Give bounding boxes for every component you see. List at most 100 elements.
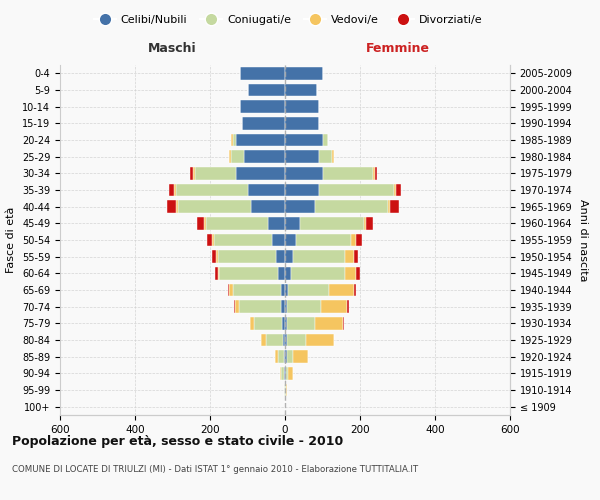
- Bar: [242, 117, 285, 130]
- Bar: [215, 267, 218, 280]
- Bar: [332, 150, 334, 163]
- Bar: [284, 384, 285, 396]
- Bar: [229, 150, 230, 163]
- Bar: [235, 300, 239, 313]
- Bar: [323, 167, 373, 179]
- Bar: [285, 150, 319, 163]
- Bar: [293, 250, 345, 263]
- Bar: [278, 350, 284, 363]
- Bar: [320, 300, 347, 313]
- Bar: [190, 167, 193, 179]
- Bar: [285, 117, 319, 130]
- Bar: [323, 134, 328, 146]
- Bar: [388, 200, 390, 213]
- Bar: [356, 234, 362, 246]
- Bar: [220, 267, 277, 280]
- Bar: [288, 284, 329, 296]
- Bar: [285, 200, 315, 213]
- Bar: [285, 250, 293, 263]
- Bar: [272, 234, 285, 246]
- Bar: [290, 267, 345, 280]
- Bar: [353, 284, 355, 296]
- Bar: [356, 267, 360, 280]
- Bar: [175, 184, 176, 196]
- Bar: [286, 367, 287, 380]
- Bar: [281, 300, 285, 313]
- Bar: [275, 250, 285, 263]
- Bar: [260, 334, 266, 346]
- Bar: [240, 100, 285, 113]
- Bar: [281, 367, 284, 380]
- Bar: [212, 234, 214, 246]
- Bar: [364, 217, 365, 230]
- Bar: [347, 300, 349, 313]
- Bar: [285, 284, 288, 296]
- Bar: [285, 217, 300, 230]
- Bar: [277, 267, 285, 280]
- Bar: [193, 167, 195, 179]
- Bar: [230, 150, 244, 163]
- Bar: [236, 134, 285, 146]
- Bar: [287, 317, 315, 330]
- Bar: [284, 367, 285, 380]
- Bar: [285, 234, 296, 246]
- Bar: [280, 367, 281, 380]
- Y-axis label: Anni di nascita: Anni di nascita: [578, 198, 588, 281]
- Bar: [300, 217, 364, 230]
- Bar: [250, 317, 254, 330]
- Bar: [287, 350, 293, 363]
- Bar: [285, 334, 287, 346]
- Bar: [373, 167, 375, 179]
- Bar: [281, 284, 285, 296]
- Bar: [230, 134, 233, 146]
- Bar: [266, 334, 283, 346]
- Bar: [208, 234, 212, 246]
- Bar: [287, 367, 293, 380]
- Bar: [251, 200, 285, 213]
- Bar: [319, 150, 332, 163]
- Bar: [218, 267, 220, 280]
- Bar: [285, 267, 290, 280]
- Bar: [285, 384, 286, 396]
- Bar: [390, 200, 400, 213]
- Bar: [283, 334, 285, 346]
- Bar: [305, 334, 334, 346]
- Bar: [285, 100, 319, 113]
- Bar: [395, 184, 401, 196]
- Bar: [315, 200, 388, 213]
- Legend: Celibi/Nubili, Coniugati/e, Vedovi/e, Divorziati/e: Celibi/Nubili, Coniugati/e, Vedovi/e, Di…: [89, 10, 487, 29]
- Bar: [319, 184, 394, 196]
- Bar: [240, 67, 285, 80]
- Bar: [345, 250, 355, 263]
- Bar: [285, 84, 317, 96]
- Bar: [233, 300, 235, 313]
- Bar: [205, 217, 206, 230]
- Bar: [195, 167, 236, 179]
- Bar: [355, 250, 358, 263]
- Text: COMUNE DI LOCATE DI TRIULZI (MI) - Dati ISTAT 1° gennaio 2010 - Elaborazione TUT: COMUNE DI LOCATE DI TRIULZI (MI) - Dati …: [12, 465, 418, 474]
- Bar: [233, 284, 281, 296]
- Bar: [285, 134, 323, 146]
- Bar: [286, 384, 287, 396]
- Bar: [287, 334, 305, 346]
- Bar: [345, 267, 356, 280]
- Bar: [212, 250, 215, 263]
- Bar: [285, 317, 287, 330]
- Bar: [365, 217, 373, 230]
- Bar: [233, 134, 236, 146]
- Bar: [285, 167, 323, 179]
- Bar: [350, 234, 356, 246]
- Bar: [285, 350, 287, 363]
- Bar: [248, 184, 285, 196]
- Bar: [214, 234, 272, 246]
- Text: Maschi: Maschi: [148, 42, 197, 54]
- Bar: [218, 250, 275, 263]
- Bar: [343, 317, 344, 330]
- Bar: [375, 167, 377, 179]
- Bar: [178, 200, 251, 213]
- Bar: [176, 200, 178, 213]
- Bar: [169, 184, 175, 196]
- Bar: [285, 367, 286, 380]
- Bar: [248, 84, 285, 96]
- Bar: [293, 350, 308, 363]
